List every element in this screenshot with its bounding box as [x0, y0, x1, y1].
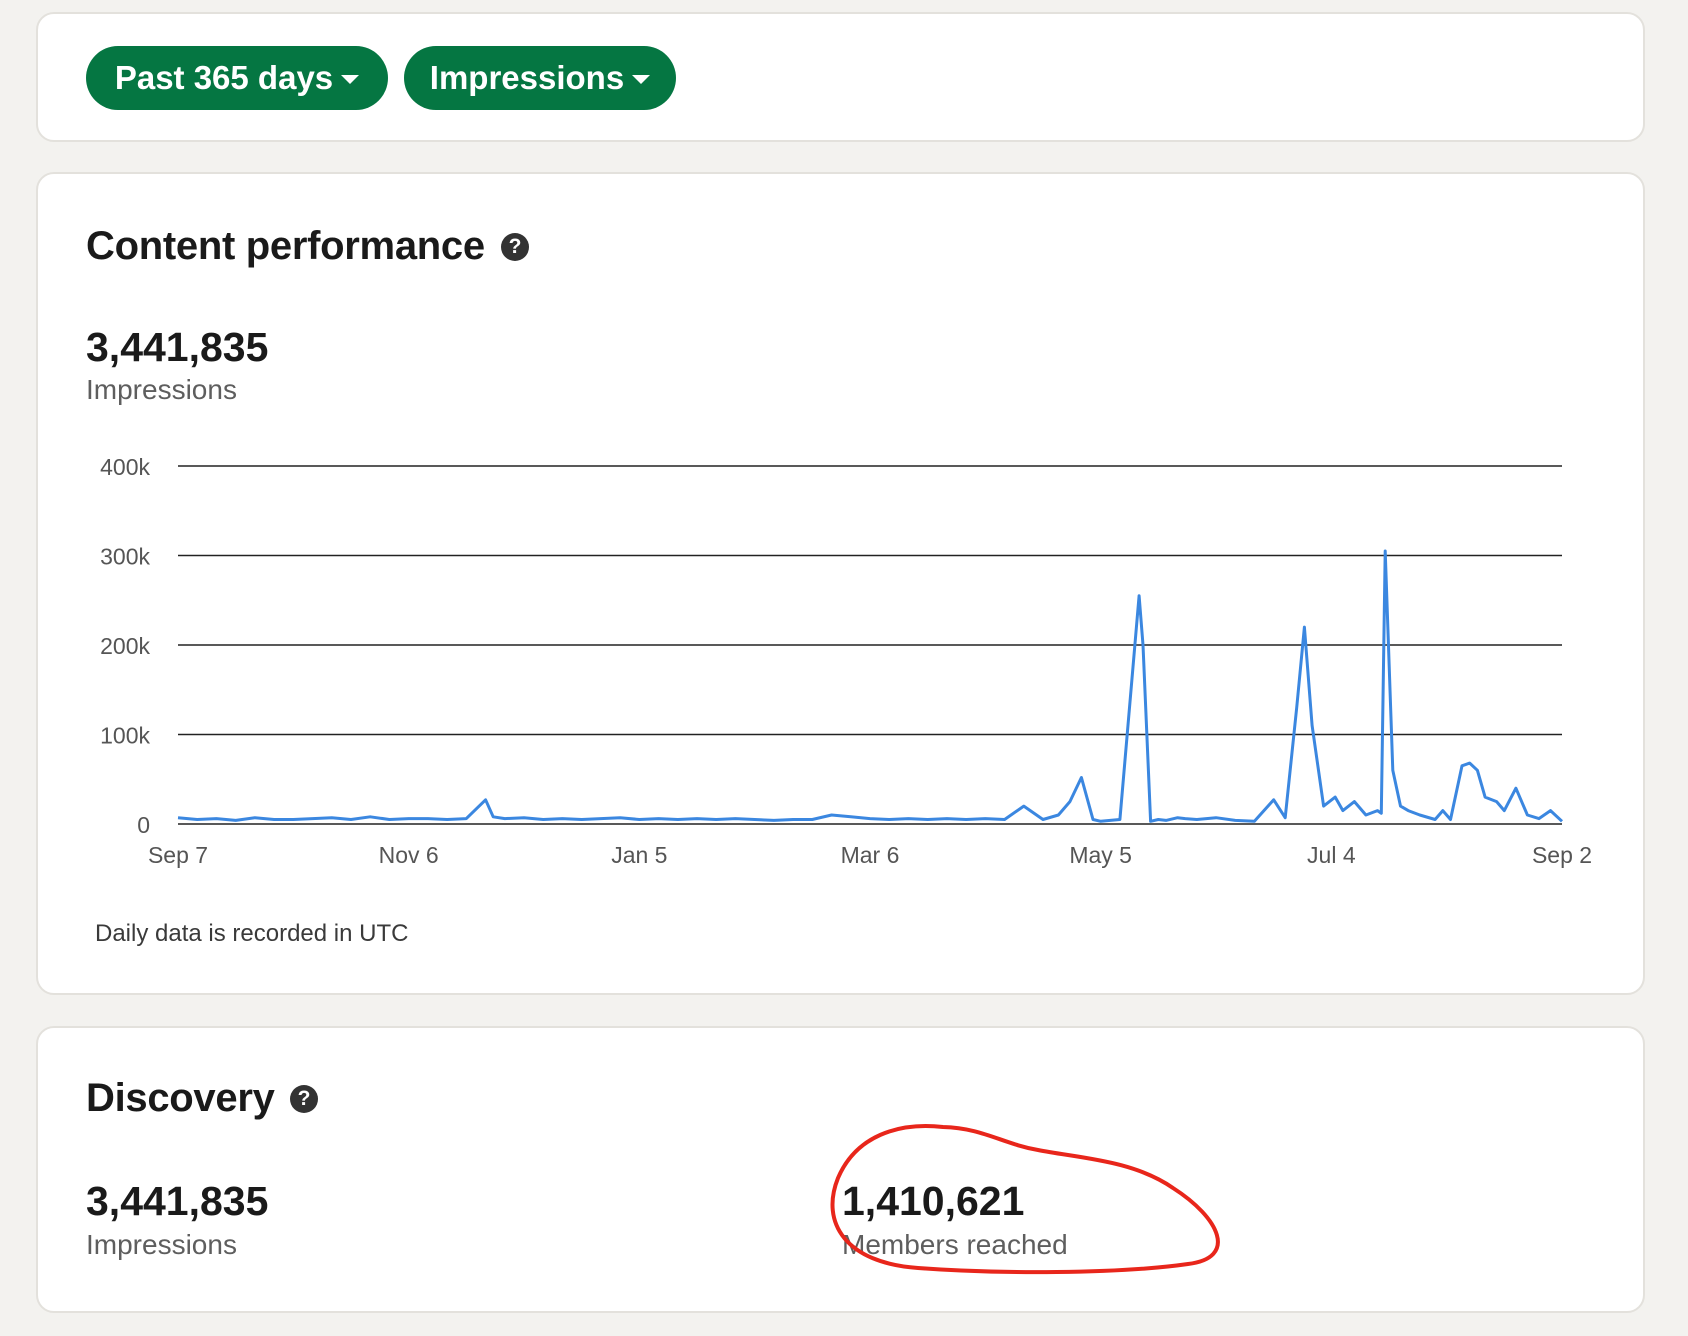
chart-x-tick-label: May 5	[1069, 842, 1132, 868]
chart-x-tick-label: Jan 5	[611, 842, 667, 868]
chart-x-tick-labels: Sep 7 Nov 6 Jan 5 Mar 6 May 5 Jul 4 Sep 2	[148, 842, 1592, 868]
date-range-dropdown[interactable]: Past 365 days	[86, 46, 388, 110]
hand-drawn-circle-annotation	[830, 1124, 1220, 1275]
chart-footnote: Daily data is recorded in UTC	[95, 920, 409, 947]
chart-series	[177, 549, 1564, 823]
chart-x-tick-label: Sep 7	[148, 842, 208, 868]
content-performance-title: Content performance	[86, 224, 485, 268]
discovery-impressions-value: 3,441,835	[86, 1178, 269, 1224]
members-reached-label: Members reached	[842, 1229, 1068, 1260]
chart-series-line	[177, 549, 1564, 823]
chart-y-tick-label: 100k	[100, 723, 150, 749]
discovery-card: Discovery ? 3,441,835 Impressions 1,410,…	[36, 1026, 1645, 1313]
caret-down-icon	[632, 74, 651, 84]
question-circle-icon[interactable]: ?	[290, 1085, 318, 1113]
chart-x-tick-label: Jul 4	[1307, 842, 1356, 868]
metric-dropdown[interactable]: Impressions	[404, 46, 676, 110]
chart-x-tick-label: Nov 6	[379, 842, 439, 868]
chart-gridlines	[178, 465, 1562, 825]
impressions-line-chart: 0 100k 200k 300k 400k Sep 7 Nov 6 Jan 5 Mar 6 Ma…	[100, 454, 1592, 868]
date-range-label: Past 365 days	[114, 59, 334, 96]
discovery-title: Discovery	[86, 1076, 275, 1120]
question-circle-icon[interactable]: ?	[501, 233, 529, 261]
chart-x-tick-label: Sep 2	[1532, 842, 1592, 868]
metric-label: Impressions	[429, 59, 625, 96]
chart-y-tick-label: 400k	[100, 454, 150, 480]
filters-card: Past 365 days Impressions	[36, 12, 1645, 142]
discovery-impressions-label: Impressions	[86, 1229, 237, 1260]
content-performance-card: Content performance ? 3,441,835 Impressi…	[36, 172, 1645, 995]
impressions-total-value: 3,441,835	[86, 324, 269, 370]
chart-y-tick-label: 0	[137, 812, 150, 838]
chart-y-tick-label: 300k	[100, 544, 150, 570]
chart-y-tick-label: 200k	[100, 633, 150, 659]
chart-y-tick-labels: 0 100k 200k 300k 400k	[100, 454, 150, 838]
chart-x-tick-label: Mar 6	[841, 842, 900, 868]
caret-down-icon	[341, 74, 360, 84]
impressions-total-label: Impressions	[86, 374, 237, 405]
members-reached-value: 1,410,621	[842, 1178, 1025, 1224]
